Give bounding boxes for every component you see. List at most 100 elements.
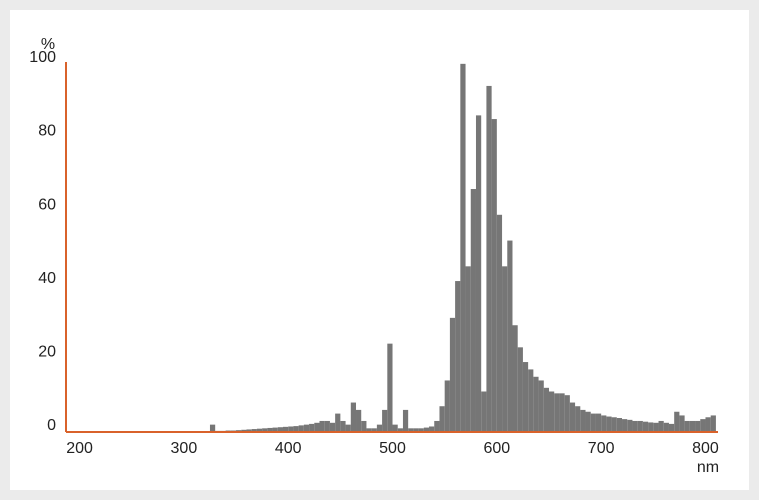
bar bbox=[585, 411, 591, 432]
bar bbox=[549, 391, 555, 432]
bar bbox=[575, 406, 581, 432]
bar bbox=[684, 420, 690, 432]
bar bbox=[277, 427, 283, 432]
bar bbox=[309, 423, 315, 432]
bar bbox=[329, 422, 336, 432]
bar bbox=[413, 428, 419, 432]
bar bbox=[564, 395, 570, 432]
bar bbox=[246, 429, 252, 432]
bar bbox=[695, 420, 701, 432]
bar bbox=[449, 317, 456, 432]
bar bbox=[622, 419, 628, 432]
bar bbox=[653, 422, 659, 432]
bar bbox=[496, 214, 503, 432]
bar bbox=[282, 426, 289, 432]
bar bbox=[350, 402, 357, 432]
x-tick-label: 800 bbox=[692, 440, 719, 457]
bar bbox=[293, 426, 299, 432]
x-tick-label: 700 bbox=[588, 440, 615, 457]
bar bbox=[507, 240, 513, 432]
bar bbox=[371, 428, 377, 432]
bar bbox=[611, 417, 617, 432]
bar bbox=[262, 428, 268, 432]
bar bbox=[700, 419, 706, 432]
bar bbox=[668, 423, 675, 432]
bar bbox=[705, 417, 711, 432]
bar bbox=[402, 409, 409, 432]
bar bbox=[319, 420, 325, 432]
bar bbox=[642, 421, 649, 432]
bar bbox=[392, 424, 398, 432]
bar bbox=[491, 119, 497, 433]
bar bbox=[303, 424, 310, 432]
bar bbox=[251, 429, 257, 432]
bar bbox=[632, 420, 638, 432]
x-tick-label: 200 bbox=[66, 440, 93, 457]
bar bbox=[324, 420, 330, 432]
bar bbox=[538, 380, 544, 432]
bar bbox=[340, 420, 346, 432]
bar bbox=[481, 391, 487, 432]
bar bbox=[298, 425, 304, 432]
bar bbox=[429, 426, 435, 432]
y-tick-label: 100 bbox=[29, 49, 56, 66]
bar bbox=[601, 415, 607, 432]
bar bbox=[418, 428, 424, 432]
y-tick-label: 60 bbox=[38, 196, 56, 213]
x-tick-label: 600 bbox=[483, 440, 510, 457]
bar bbox=[455, 281, 461, 432]
bar bbox=[663, 422, 669, 432]
bar bbox=[502, 266, 508, 432]
bar bbox=[679, 415, 685, 432]
bar bbox=[595, 413, 602, 432]
bar bbox=[397, 428, 403, 432]
bar bbox=[356, 409, 362, 432]
bar bbox=[460, 63, 466, 433]
bar bbox=[366, 428, 372, 432]
bar bbox=[658, 420, 664, 432]
x-tick-label: 500 bbox=[379, 440, 406, 457]
bar bbox=[648, 422, 654, 432]
bar bbox=[444, 380, 450, 432]
bar bbox=[209, 424, 216, 432]
bar bbox=[486, 85, 492, 432]
x-tick-label: 300 bbox=[171, 440, 198, 457]
bar bbox=[710, 415, 716, 432]
bar bbox=[335, 413, 341, 432]
bar bbox=[382, 409, 388, 432]
y-tick-label: 0 bbox=[47, 417, 56, 434]
bar bbox=[288, 426, 294, 432]
bar bbox=[387, 343, 393, 432]
bar bbox=[465, 266, 471, 432]
x-tick-label: 400 bbox=[275, 440, 302, 457]
bar bbox=[376, 424, 383, 432]
panel bbox=[10, 10, 749, 490]
bar bbox=[272, 427, 278, 432]
bar bbox=[345, 424, 351, 432]
bar bbox=[517, 347, 523, 432]
bar bbox=[528, 369, 534, 432]
bar bbox=[580, 409, 586, 432]
bar bbox=[543, 387, 550, 432]
bar bbox=[616, 418, 623, 432]
bar bbox=[627, 419, 633, 432]
y-tick-label: 80 bbox=[38, 123, 56, 140]
y-tick-label: 40 bbox=[38, 270, 56, 287]
bar bbox=[423, 427, 430, 432]
bar bbox=[606, 416, 612, 432]
bar bbox=[554, 393, 560, 432]
bar bbox=[267, 427, 273, 432]
bar bbox=[408, 428, 414, 432]
bar bbox=[439, 406, 445, 432]
bar bbox=[637, 420, 643, 432]
bar bbox=[590, 413, 596, 432]
y-tick-label: 20 bbox=[38, 344, 56, 361]
y-axis-label: % bbox=[41, 36, 55, 53]
bar bbox=[522, 362, 529, 432]
bar bbox=[512, 325, 518, 432]
bar bbox=[434, 420, 440, 432]
bar bbox=[674, 411, 680, 432]
bar bbox=[689, 420, 696, 432]
